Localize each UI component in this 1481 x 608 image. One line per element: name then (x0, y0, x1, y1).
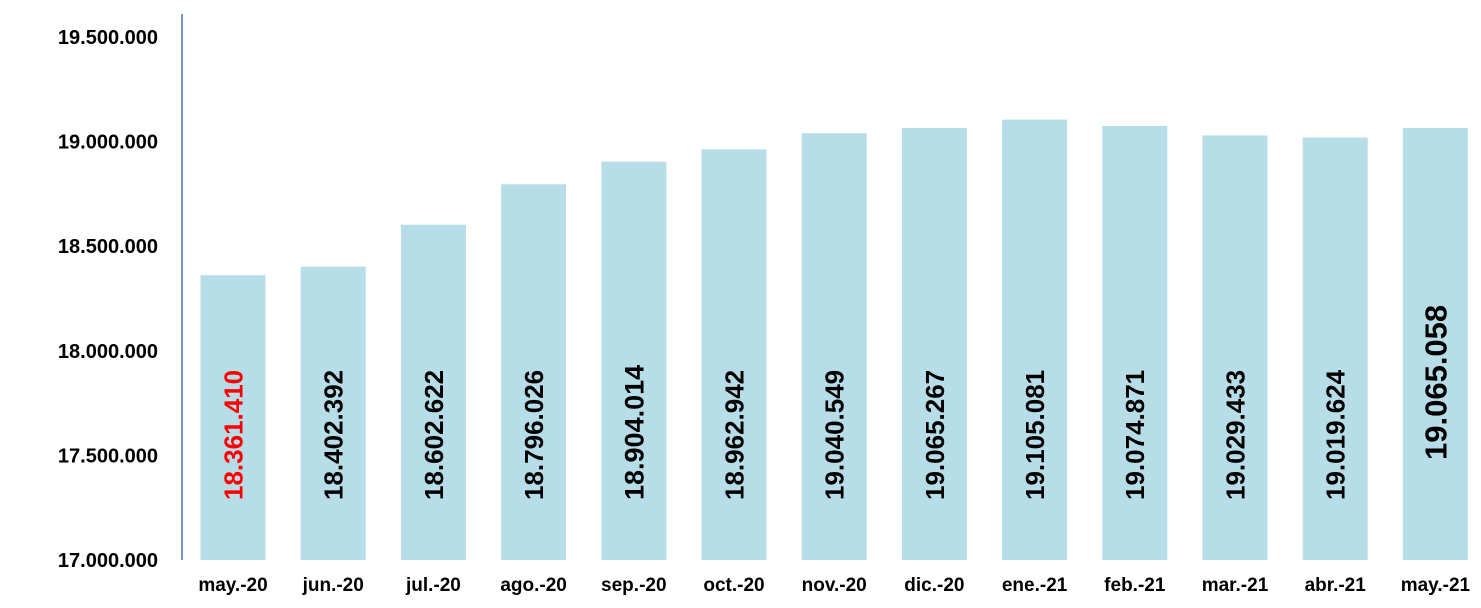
x-tick-label: may.-21 (1401, 575, 1471, 596)
y-axis-ticks: 17.000.000 17.500.000 18.000.000 18.500.000… (58, 27, 158, 572)
x-tick-label: sep.-20 (601, 575, 666, 596)
bar (1302, 137, 1368, 560)
bar (601, 161, 667, 560)
bar (1102, 125, 1168, 561)
x-tick-label: may.-20 (198, 575, 267, 596)
bar (801, 133, 867, 561)
bar (701, 149, 767, 560)
bars-group (200, 119, 1468, 561)
x-tick-label: jun.-20 (302, 575, 364, 596)
x-tick-label: ene.-21 (1002, 575, 1068, 596)
data-label: 19.040.549 (820, 370, 850, 500)
data-label: 18.962.942 (719, 370, 749, 500)
data-label: 19.029.433 (1220, 370, 1250, 500)
data-label: 18.602.622 (419, 370, 449, 500)
y-tick-label: 18.500.000 (58, 236, 158, 258)
data-labels-group: 18.361.410 18.402.392 18.602.622 18.796.026… (218, 305, 1453, 500)
x-tick-label: feb.-21 (1104, 575, 1166, 596)
x-tick-label: abr.-21 (1305, 575, 1367, 596)
data-label: 19.105.081 (1020, 370, 1050, 500)
x-tick-label: ago.-20 (500, 575, 567, 596)
bar (501, 184, 567, 560)
bar (901, 127, 967, 561)
bar (300, 266, 366, 560)
bar (1402, 127, 1468, 560)
y-tick-label: 19.000.000 (58, 132, 158, 154)
y-tick-label: 19.500.000 (58, 27, 158, 49)
x-tick-label: oct.-20 (703, 575, 764, 596)
y-tick-label: 17.000.000 (58, 550, 158, 572)
x-tick-label: mar.-21 (1202, 575, 1269, 596)
y-tick-label: 17.500.000 (58, 445, 158, 467)
data-label: 19.074.871 (1120, 370, 1150, 500)
data-label: 19.065.267 (920, 370, 950, 500)
x-tick-label: nov.-20 (802, 575, 867, 596)
bar (1002, 119, 1068, 560)
data-label: 18.796.026 (519, 370, 549, 500)
data-label: 18.361.410 (218, 370, 248, 500)
x-tick-label: jul.-20 (405, 575, 461, 596)
data-label: 19.019.624 (1321, 369, 1351, 500)
x-tick-label: dic.-20 (904, 575, 964, 596)
y-tick-label: 18.000.000 (58, 341, 158, 363)
data-label: 19.065.058 (1419, 305, 1454, 460)
data-label: 18.904.014 (620, 365, 650, 500)
bar (1202, 135, 1268, 560)
data-label: 18.402.392 (319, 370, 349, 500)
bar (400, 224, 466, 560)
bar (200, 275, 266, 560)
x-axis-ticks: may.-20 jun.-20 jul.-20 ago.-20 sep.-20 oct.-… (198, 575, 1470, 596)
